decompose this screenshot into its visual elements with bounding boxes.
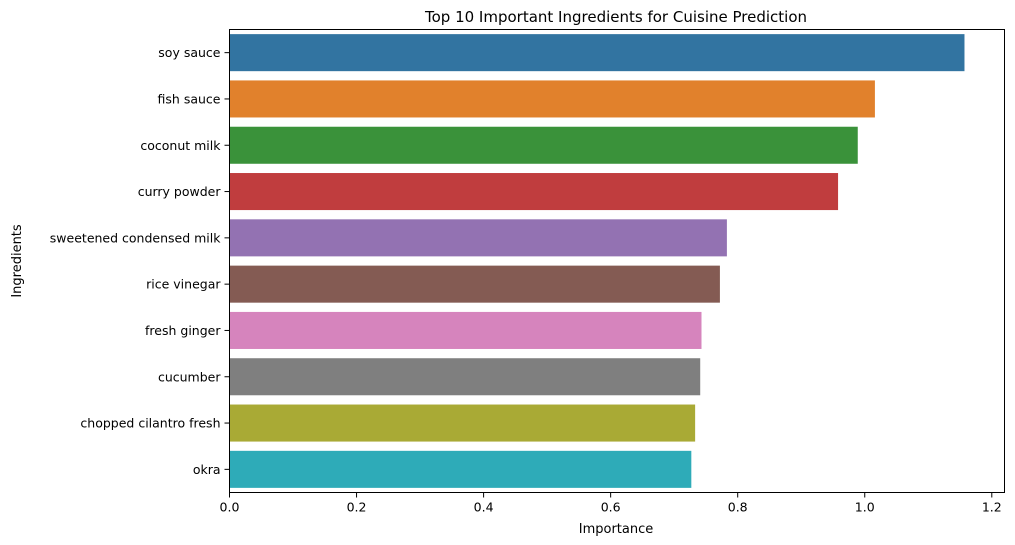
y-tick-label: fish sauce <box>158 91 221 106</box>
bar-curry-powder <box>229 173 839 211</box>
x-axis-ticks: 0.0 0.2 0.4 0.6 0.8 1.0 1.2 <box>220 492 1002 515</box>
x-tick-label: 0.0 <box>220 500 240 515</box>
x-axis-title: Importance <box>579 522 654 537</box>
x-tick-label: 0.8 <box>728 500 748 515</box>
plot-frame <box>229 29 1005 493</box>
y-tick-label: curry powder <box>138 184 222 199</box>
x-tick-label: 0.6 <box>601 500 621 515</box>
x-tick-label: 1.2 <box>982 500 1002 515</box>
y-tick-label: coconut milk <box>140 138 221 153</box>
y-tick-label: soy sauce <box>158 45 220 60</box>
bar-fresh-ginger <box>229 311 702 349</box>
bar-cucumber <box>229 358 701 396</box>
bars-group <box>229 34 965 488</box>
x-tick-label: 1.0 <box>855 500 875 515</box>
chart-title: Top 10 Important Ingredients for Cuisine… <box>424 8 807 26</box>
bar-rice-vinegar <box>229 265 720 303</box>
bar-sweetened-condensed-milk <box>229 219 727 257</box>
x-tick-label: 0.4 <box>474 500 494 515</box>
y-tick-label: cucumber <box>158 369 221 384</box>
bar-coconut-milk <box>229 126 858 164</box>
bar-chopped-cilantro-fresh <box>229 404 696 442</box>
bar-fish-sauce <box>229 80 875 118</box>
y-axis-title: Ingredients <box>10 224 25 298</box>
bar-okra <box>229 450 692 488</box>
y-tick-label: chopped cilantro fresh <box>80 416 220 431</box>
y-tick-label: rice vinegar <box>146 277 221 292</box>
bar-soy-sauce <box>229 34 965 72</box>
x-tick-label: 0.2 <box>347 500 367 515</box>
y-tick-label: sweetened condensed milk <box>50 230 221 245</box>
y-axis-ticks: soy sauce fish sauce coconut milk curry pow… <box>50 45 230 477</box>
y-tick-label: fresh ginger <box>145 323 221 338</box>
y-tick-label: okra <box>193 462 221 477</box>
